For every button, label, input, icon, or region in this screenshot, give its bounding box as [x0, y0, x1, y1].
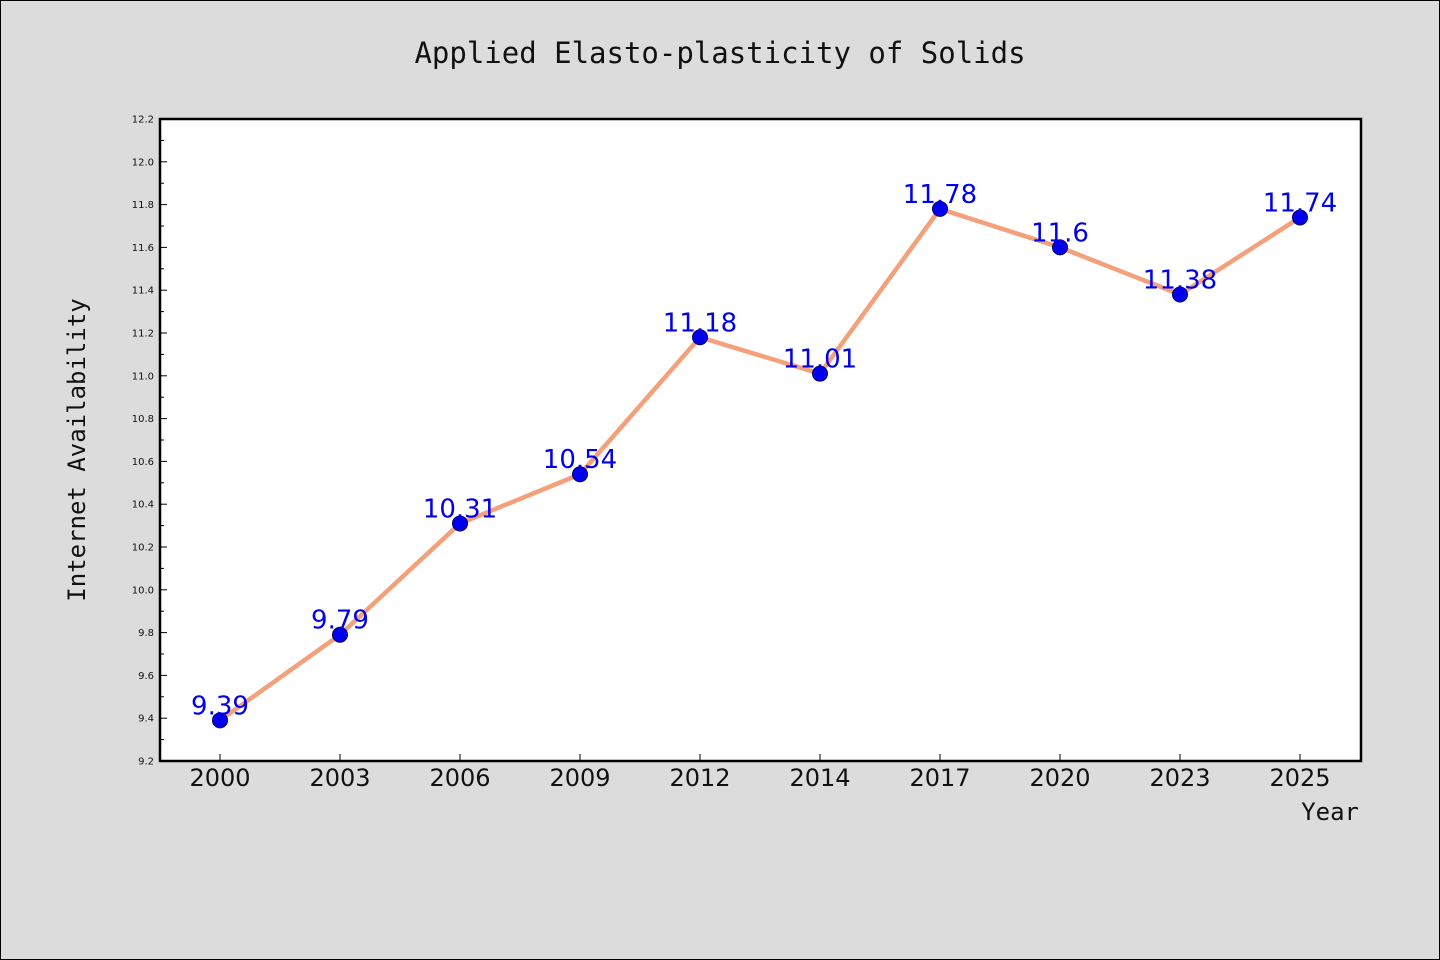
data-label: 10.31: [423, 494, 497, 524]
y-tick-label: 10.2: [132, 543, 154, 554]
data-point: [932, 200, 948, 217]
data-label: 11.01: [783, 345, 857, 375]
y-tick-label: 11.0: [132, 371, 154, 382]
data-point: [212, 712, 228, 729]
y-tick-label: 10.4: [132, 500, 154, 511]
x-tick-label: 2012: [669, 764, 730, 792]
data-point: [332, 626, 348, 643]
data-point: [1292, 209, 1308, 226]
data-point: [572, 466, 588, 483]
y-tick-label: 12.2: [132, 115, 154, 126]
x-tick-label: 2020: [1029, 764, 1090, 792]
y-tick-label: 10.6: [132, 457, 154, 468]
x-tick-label: 2017: [909, 764, 970, 792]
x-tick-label: 2023: [1149, 764, 1210, 792]
series-lines: [217, 206, 1303, 723]
data-point: [812, 365, 828, 382]
data-point: [1052, 239, 1068, 256]
x-axis-ticks: 2000 2003 2006 2009 2012 2014 2017 2020 2023 2025: [189, 754, 1331, 792]
x-tick-label: 2009: [549, 764, 610, 792]
data-label: 11.38: [1143, 265, 1217, 295]
x-tick-label: 2025: [1269, 764, 1330, 792]
data-label: 11.74: [1263, 188, 1337, 218]
series-line: [217, 206, 1303, 723]
data-point: [692, 329, 708, 346]
y-axis-ticks: 9.2 9.4 9.6 9.8 10.0 10.2 10.4 10.6 10.8 11.0 11.2…: [132, 115, 167, 768]
chart-title: Applied Elasto-plasticity of Solids: [414, 36, 1025, 70]
series-markers: [212, 200, 1308, 729]
data-label: 9.39: [191, 691, 249, 721]
x-axis-title: Year: [1301, 798, 1359, 826]
data-point: [1172, 286, 1188, 303]
y-tick-label: 9.6: [138, 671, 154, 682]
y-tick-label: 9.4: [138, 714, 154, 725]
data-label: 11.18: [663, 308, 737, 338]
y-tick-label: 11.8: [132, 200, 154, 211]
data-label: 10.54: [543, 445, 617, 475]
plot-frame: [158, 117, 1363, 763]
data-label: 9.79: [311, 606, 369, 636]
x-tick-label: 2014: [789, 764, 850, 792]
y-tick-label: 11.4: [132, 286, 154, 297]
y-tick-label: 12.0: [132, 157, 154, 168]
x-tick-label: 2000: [189, 764, 250, 792]
y-tick-label: 9.8: [138, 628, 154, 639]
data-label: 11.6: [1031, 218, 1089, 248]
y-tick-label: 11.2: [132, 329, 154, 340]
plot-area: [160, 119, 1361, 761]
y-tick-label: 9.2: [138, 757, 154, 768]
y-tick-label: 11.6: [132, 243, 154, 254]
y-tick-label: 10.8: [132, 414, 154, 425]
data-label: 11.78: [903, 180, 977, 210]
data-point: [452, 515, 468, 532]
y-tick-label: 10.0: [132, 585, 154, 596]
x-tick-label: 2006: [429, 764, 490, 792]
y-axis-title: Internet Availability: [63, 298, 91, 601]
x-tick-label: 2003: [309, 764, 370, 792]
data-labels: 9.39 9.79 10.31 10.54 11.18 11.01 11.78 11.6 11.…: [191, 180, 1337, 721]
